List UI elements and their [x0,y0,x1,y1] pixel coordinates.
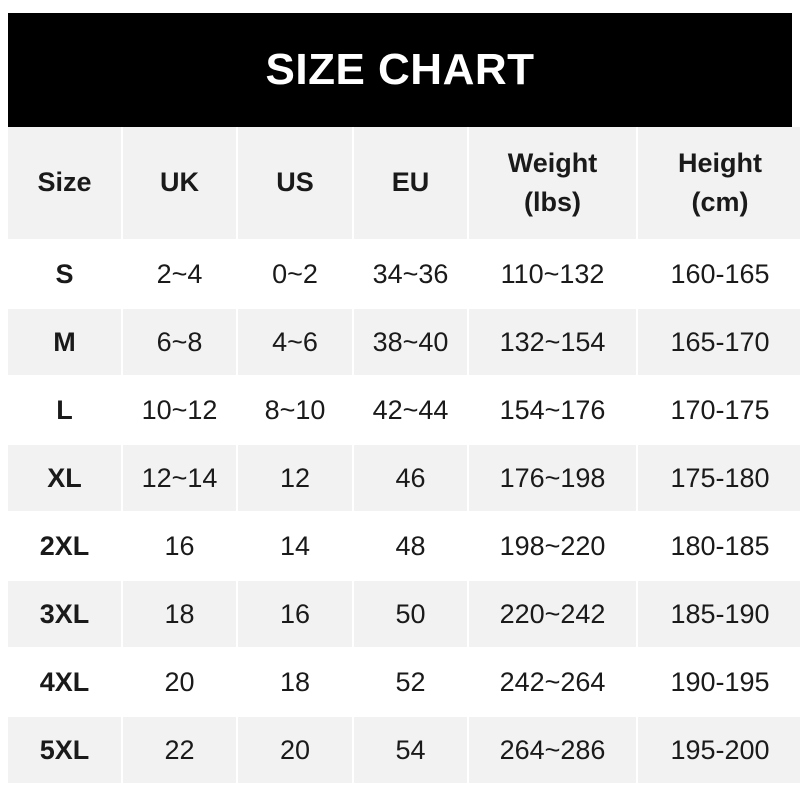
table-row: M 6~8 4~6 38~40 132~154 165-170 [8,307,800,375]
cell-weight: 154~176 [469,375,636,443]
cell-us: 0~2 [238,239,352,307]
size-chart: SIZE CHART Size UK US EU Weight (lbs) Height (c… [8,13,800,783]
cell-size: M [8,307,121,375]
cell-size: 5XL [8,715,121,783]
size-table: Size UK US EU Weight (lbs) Height (cm) S 2~4 0~2 3… [6,127,800,783]
cell-us: 14 [238,511,352,579]
cell-uk: 2~4 [123,239,236,307]
cell-uk: 22 [123,715,236,783]
cell-eu: 42~44 [354,375,467,443]
cell-eu: 50 [354,579,467,647]
cell-height: 195-200 [638,715,800,783]
header-text: US [276,167,314,198]
cell-weight: 264~286 [469,715,636,783]
header-height: Height (cm) [638,127,800,239]
table-row: 3XL 18 16 50 220~242 185-190 [8,579,800,647]
table-row: S 2~4 0~2 34~36 110~132 160-165 [8,239,800,307]
header-weight: Weight (lbs) [469,127,636,239]
cell-height: 170-175 [638,375,800,443]
cell-size: 3XL [8,579,121,647]
cell-us: 18 [238,647,352,715]
cell-height: 160-165 [638,239,800,307]
header-uk: UK [123,127,236,239]
header-size: Size [8,127,121,239]
header-text: EU [391,167,430,198]
cell-height: 165-170 [638,307,800,375]
cell-eu: 52 [354,647,467,715]
cell-height: 180-185 [638,511,800,579]
table-row: 4XL 20 18 52 242~264 190-195 [8,647,800,715]
cell-uk: 20 [123,647,236,715]
header-text: UK [160,167,199,198]
header-row: Size UK US EU Weight (lbs) Height (cm) [8,127,800,239]
header-text: Height [678,147,762,178]
header-text: (cm) [691,187,749,217]
cell-uk: 16 [123,511,236,579]
cell-size: 4XL [8,647,121,715]
cell-eu: 54 [354,715,467,783]
cell-weight: 220~242 [469,579,636,647]
cell-height: 175-180 [638,443,800,511]
cell-eu: 34~36 [354,239,467,307]
cell-uk: 12~14 [123,443,236,511]
chart-title: SIZE CHART [8,13,792,127]
cell-us: 12 [238,443,352,511]
cell-weight: 198~220 [469,511,636,579]
header-text: Weight [507,147,598,178]
cell-uk: 6~8 [123,307,236,375]
cell-height: 190-195 [638,647,800,715]
table-row: 2XL 16 14 48 198~220 180-185 [8,511,800,579]
cell-us: 8~10 [238,375,352,443]
cell-us: 16 [238,579,352,647]
cell-eu: 46 [354,443,467,511]
cell-us: 4~6 [238,307,352,375]
cell-size: S [8,239,121,307]
header-eu: EU [354,127,467,239]
header-text: Size [37,167,92,198]
cell-weight: 110~132 [469,239,636,307]
cell-height: 185-190 [638,579,800,647]
header-us: US [238,127,352,239]
cell-weight: 242~264 [469,647,636,715]
cell-size: XL [8,443,121,511]
table-row: L 10~12 8~10 42~44 154~176 170-175 [8,375,800,443]
cell-uk: 10~12 [123,375,236,443]
cell-uk: 18 [123,579,236,647]
header-text: (lbs) [524,187,581,217]
table-row: 5XL 22 20 54 264~286 195-200 [8,715,800,783]
cell-weight: 176~198 [469,443,636,511]
cell-size: 2XL [8,511,121,579]
cell-eu: 38~40 [354,307,467,375]
cell-size: L [8,375,121,443]
cell-weight: 132~154 [469,307,636,375]
table-row: XL 12~14 12 46 176~198 175-180 [8,443,800,511]
cell-us: 20 [238,715,352,783]
cell-eu: 48 [354,511,467,579]
